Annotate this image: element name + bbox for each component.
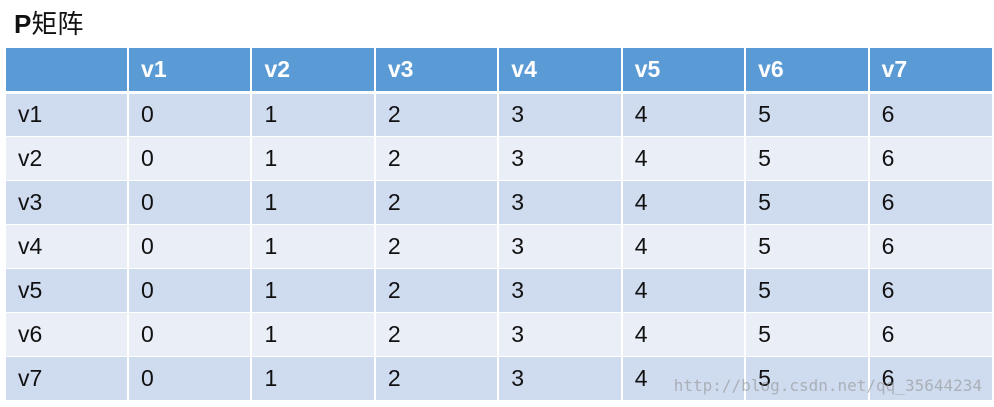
table-row: v3 0 1 2 3 4 5 6 <box>6 180 992 225</box>
table-cell: 2 <box>374 224 500 269</box>
table-cell: 5 <box>745 268 870 313</box>
table-cell: 2 <box>374 136 500 181</box>
column-header: v3 <box>374 48 500 94</box>
table-row: v4 0 1 2 3 4 5 6 <box>6 224 992 269</box>
column-header: v2 <box>251 48 376 94</box>
row-label: v4 <box>6 224 130 269</box>
table-cell: 5 <box>745 356 870 401</box>
table-cell: 0 <box>128 136 253 181</box>
table-cell: 1 <box>251 312 376 357</box>
column-header: v6 <box>745 48 870 94</box>
corner-cell <box>6 48 130 94</box>
row-label: v1 <box>6 92 130 137</box>
table-cell: 0 <box>128 268 253 313</box>
table-cell: 4 <box>621 268 747 313</box>
table-cell: 2 <box>374 356 500 401</box>
table-cell: 4 <box>621 224 747 269</box>
table-cell: 3 <box>498 268 623 313</box>
title-text: 矩阵 <box>31 9 84 39</box>
table-cell: 5 <box>745 180 870 225</box>
row-label: v2 <box>6 136 130 181</box>
table-cell: 1 <box>251 224 376 269</box>
table-cell: 2 <box>374 180 500 225</box>
row-label: v6 <box>6 312 130 357</box>
table-cell: 6 <box>868 356 992 401</box>
table-cell: 0 <box>128 224 253 269</box>
table-cell: 4 <box>621 136 747 181</box>
table-row: v7 0 1 2 3 4 5 6 <box>6 356 992 401</box>
table-cell: 6 <box>868 312 992 357</box>
table-cell: 0 <box>128 92 253 137</box>
page-title: P矩阵 <box>14 6 83 42</box>
table-cell: 1 <box>251 356 376 401</box>
table-cell: 3 <box>498 136 623 181</box>
column-header: v5 <box>621 48 747 94</box>
table-cell: 0 <box>128 312 253 357</box>
table-cell: 3 <box>498 356 623 401</box>
title-letter: P <box>14 9 32 39</box>
table-cell: 2 <box>374 92 500 137</box>
watermark: http://blog.csdn.net/qq_35644234 <box>673 376 982 395</box>
table-row: v6 0 1 2 3 4 5 6 <box>6 312 992 357</box>
row-label: v7 <box>6 356 130 401</box>
table-cell: 6 <box>868 224 992 269</box>
table-cell: 3 <box>498 180 623 225</box>
table-cell: 6 <box>868 92 992 137</box>
p-matrix-table: v1 v2 v3 v4 v5 v6 v7 v1 0 1 2 3 4 5 6 v2 <box>6 48 992 401</box>
table-cell: 5 <box>745 224 870 269</box>
table-cell: 6 <box>868 180 992 225</box>
row-label: v5 <box>6 268 130 313</box>
table-cell: 4 <box>621 312 747 357</box>
table-cell: 5 <box>745 136 870 181</box>
table-cell: 0 <box>128 180 253 225</box>
table-cell: 5 <box>745 312 870 357</box>
table-cell: 1 <box>251 92 376 137</box>
table-cell: 3 <box>498 312 623 357</box>
table-cell: 2 <box>374 312 500 357</box>
header-row: v1 v2 v3 v4 v5 v6 v7 <box>6 48 992 94</box>
table-cell: 2 <box>374 268 500 313</box>
table-cell: 4 <box>621 180 747 225</box>
table-cell: 0 <box>128 356 253 401</box>
table-cell: 6 <box>868 268 992 313</box>
column-header: v7 <box>868 48 992 94</box>
table-cell: 1 <box>251 268 376 313</box>
row-label: v3 <box>6 180 130 225</box>
column-header: v1 <box>128 48 253 94</box>
table-cell: 4 <box>621 92 747 137</box>
table-cell: 4 <box>621 356 747 401</box>
table-cell: 3 <box>498 224 623 269</box>
table-cell: 5 <box>745 92 870 137</box>
column-header: v4 <box>498 48 623 94</box>
table-row: v2 0 1 2 3 4 5 6 <box>6 136 992 181</box>
table-cell: 6 <box>868 136 992 181</box>
table-row: v1 0 1 2 3 4 5 6 <box>6 92 992 137</box>
table-cell: 1 <box>251 136 376 181</box>
table-cell: 1 <box>251 180 376 225</box>
table-cell: 3 <box>498 92 623 137</box>
table-row: v5 0 1 2 3 4 5 6 <box>6 268 992 313</box>
